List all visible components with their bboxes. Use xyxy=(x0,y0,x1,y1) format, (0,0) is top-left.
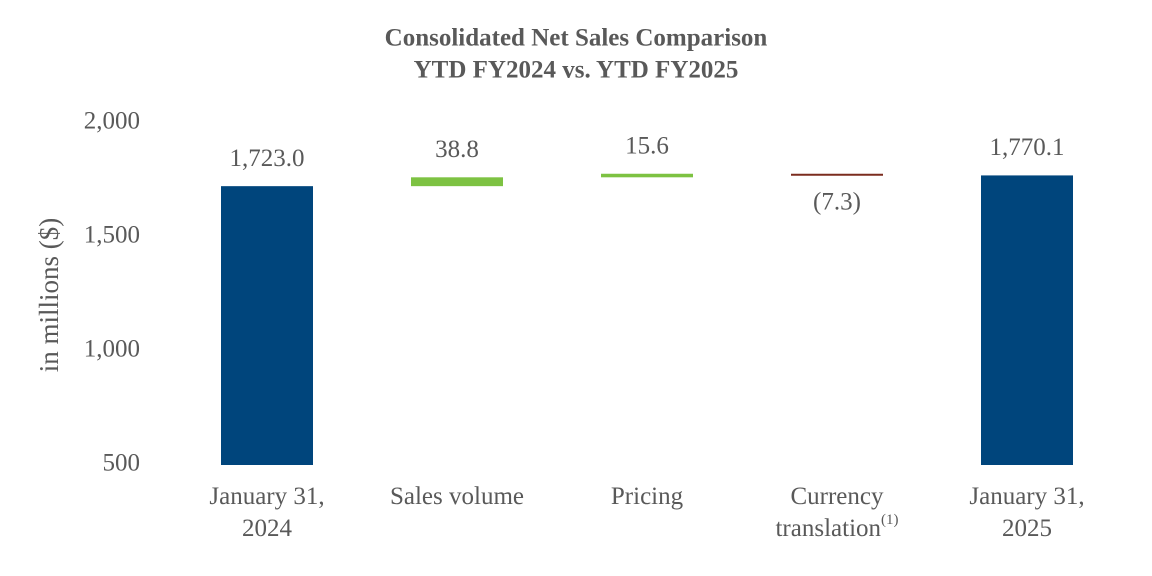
x-tick-label: Sales volume xyxy=(390,483,524,510)
footnote-mark: (1) xyxy=(881,512,899,528)
data-label: 15.6 xyxy=(625,132,669,159)
data-label: 1,723.0 xyxy=(230,145,305,172)
x-tick-label-text: January 31, xyxy=(209,483,324,510)
x-tick-label: January 31, xyxy=(969,483,1084,510)
bar xyxy=(601,173,693,178)
y-tick-label: 500 xyxy=(103,450,141,477)
x-tick-label-text: translation xyxy=(775,515,881,542)
data-label: 38.8 xyxy=(435,136,479,163)
data-label: 1,770.1 xyxy=(990,134,1065,161)
bar xyxy=(791,173,883,176)
y-tick-label: 1,500 xyxy=(84,222,140,249)
x-tick-label: translation(1) xyxy=(775,512,898,541)
x-tick-label-text: Pricing xyxy=(611,483,684,510)
bar xyxy=(981,175,1073,465)
x-tick-label: 2025 xyxy=(1002,515,1052,542)
x-tick-label-text: 2025 xyxy=(1002,515,1052,542)
x-tick-label: Currency xyxy=(790,483,884,510)
x-tick-label-text: January 31, xyxy=(969,483,1084,510)
x-tick-label-text: 2024 xyxy=(242,515,293,542)
chart-subtitle: YTD FY2024 vs. YTD FY2025 xyxy=(414,57,739,84)
x-tick-label: 2024 xyxy=(242,515,293,542)
y-tick-label: 1,000 xyxy=(84,336,140,363)
bar xyxy=(221,186,313,465)
y-tick-label: 2,000 xyxy=(84,108,140,135)
x-tick-label-text: Sales volume xyxy=(390,483,524,510)
x-tick-label: January 31, xyxy=(209,483,324,510)
x-tick-label: Pricing xyxy=(611,483,684,510)
bar xyxy=(411,177,503,187)
x-tick-label-text: Currency xyxy=(790,483,884,510)
chart-title: Consolidated Net Sales Comparison xyxy=(385,25,768,52)
data-label: (7.3) xyxy=(813,188,861,215)
y-axis-title: in millions ($) xyxy=(34,218,64,373)
